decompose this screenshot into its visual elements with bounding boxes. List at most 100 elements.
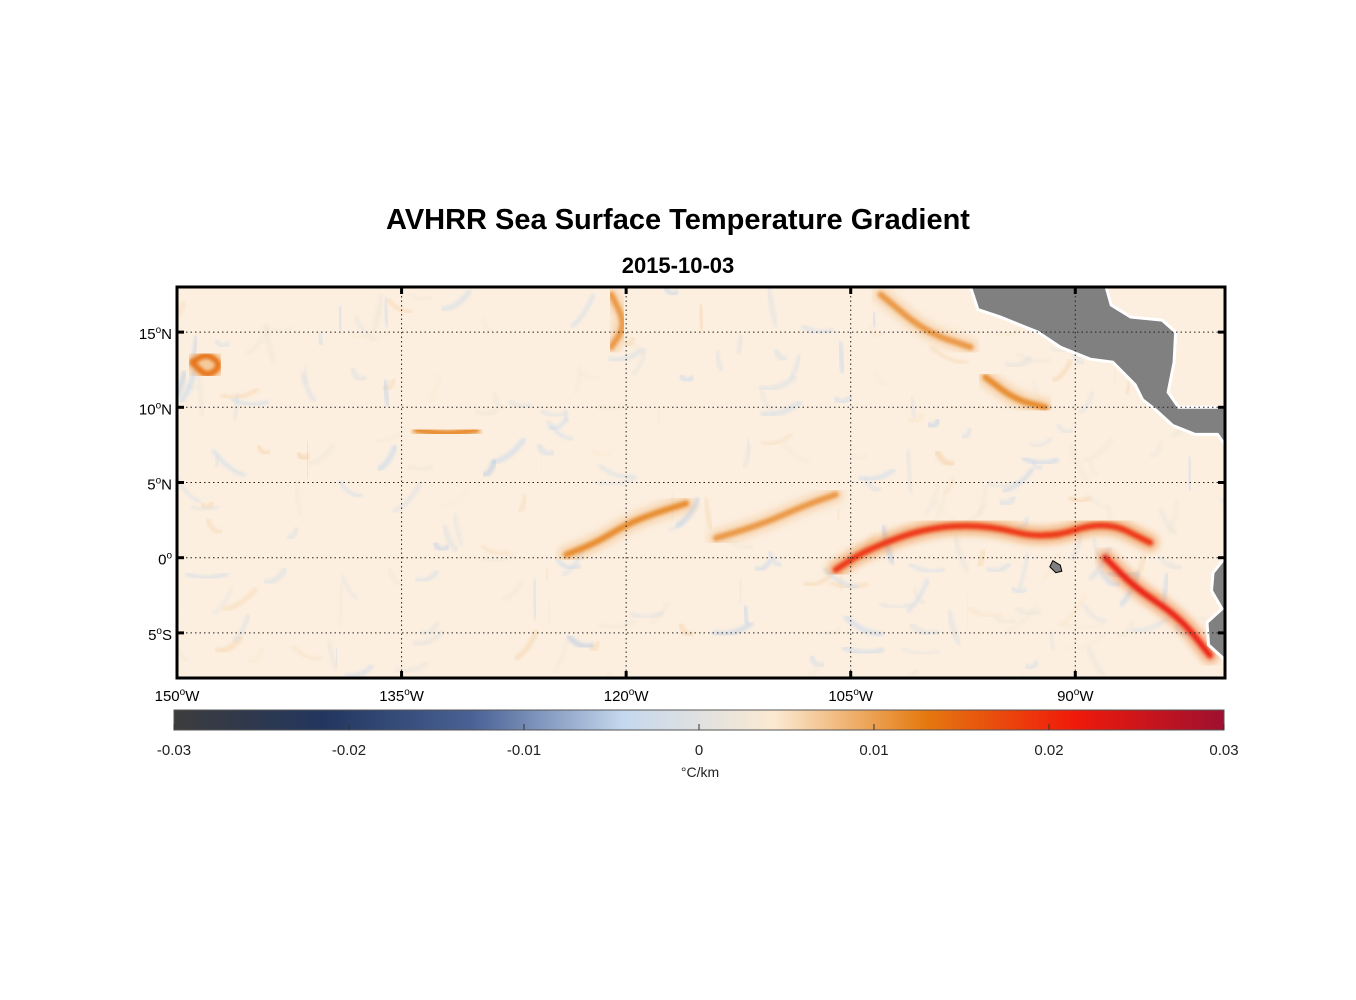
gradient-texture-stroke xyxy=(232,613,251,643)
gradient-texture-stroke xyxy=(960,426,973,440)
gradient-texture-stroke xyxy=(760,432,794,446)
gradient-texture-stroke xyxy=(336,582,346,626)
gradient-texture-stroke xyxy=(301,363,310,385)
gradient-texture-stroke xyxy=(1082,437,1114,463)
gradient-texture-stroke xyxy=(566,633,595,650)
galapagos-islands xyxy=(1049,559,1063,574)
gradient-texture-stroke xyxy=(1166,498,1181,536)
gradient-texture-stroke xyxy=(480,551,517,564)
colorbar-units-label: °C/km xyxy=(680,764,720,780)
gradient-texture-stroke xyxy=(588,640,601,652)
gradient-texture-stroke xyxy=(432,540,450,552)
gradient-front xyxy=(832,522,1154,573)
gradient-texture-stroke xyxy=(1087,458,1099,476)
gradient-texture-stroke xyxy=(1086,645,1107,677)
south-america-landmass xyxy=(1205,555,1225,662)
caribbean-sea xyxy=(1104,287,1225,409)
gradient-texture-stroke xyxy=(678,373,695,384)
gradient-texture-stroke xyxy=(1116,618,1136,639)
gradient-texture-stroke xyxy=(1067,633,1106,651)
gradient-texture-stroke xyxy=(1021,455,1060,466)
gradient-texture-stroke xyxy=(655,402,662,426)
gradient-texture-stroke xyxy=(211,586,234,615)
gradient-texture-stroke xyxy=(177,300,187,322)
gradient-texture-stroke xyxy=(1081,602,1108,624)
gradient-texture-stroke xyxy=(336,305,344,332)
gradient-texture-stroke xyxy=(1004,355,1033,370)
gradient-texture-stroke xyxy=(986,479,1021,489)
colorbar-tick-label: 0.02 xyxy=(1034,742,1063,759)
gradient-front xyxy=(563,500,690,558)
gradient-texture-stroke xyxy=(908,562,945,574)
gradient-front xyxy=(1102,554,1214,659)
gradient-texture-stroke xyxy=(205,517,224,535)
gradient-texture-stroke xyxy=(740,442,753,470)
gradient-texture-stroke xyxy=(760,399,803,418)
gradient-texture-stroke xyxy=(1067,443,1091,485)
gradient-texture-stroke xyxy=(535,442,556,458)
latitude-label: 0o xyxy=(158,551,172,569)
gradient-front xyxy=(608,291,626,351)
gradient-texture-stroke xyxy=(1048,630,1057,651)
gradient-texture-stroke xyxy=(262,322,277,365)
gradient-texture-stroke xyxy=(376,444,398,472)
gradient-front xyxy=(413,426,480,437)
gradient-texture-stroke xyxy=(697,303,705,331)
latitude-label: 5oN xyxy=(147,476,172,494)
gradient-texture-stroke xyxy=(1010,585,1028,595)
gradient-texture-stroke xyxy=(967,605,1003,619)
colorbar-tick-label: -0.01 xyxy=(507,742,541,759)
gradient-front xyxy=(982,374,1049,411)
gradient-texture-stroke xyxy=(841,644,885,656)
gradient-texture-stroke xyxy=(1051,359,1073,382)
gradient-texture-stroke xyxy=(517,492,528,513)
gradient-texture-stroke xyxy=(407,291,433,302)
gradient-texture-stroke xyxy=(190,503,220,513)
gradient-texture-stroke xyxy=(513,629,539,661)
gradient-texture-stroke xyxy=(419,620,441,636)
gradient-texture-stroke xyxy=(923,484,941,516)
gradient-texture-stroke xyxy=(481,458,498,478)
chart-subtitle: 2015-10-03 xyxy=(621,253,735,278)
gradient-texture-stroke xyxy=(734,333,745,356)
gradient-texture-stroke xyxy=(965,592,970,632)
gradient-texture-stroke xyxy=(245,646,266,665)
gradient-texture-stroke xyxy=(871,311,877,328)
gradient-texture-stroke xyxy=(349,366,368,383)
gradient-texture-stroke xyxy=(598,618,638,630)
gradient-texture-stroke xyxy=(348,330,392,340)
gradient-texture-stroke xyxy=(1185,456,1194,492)
gradient-texture-stroke xyxy=(295,450,312,462)
colorbar-tick-label: -0.03 xyxy=(157,742,191,759)
gradient-texture-stroke xyxy=(778,438,811,464)
gradient-texture-stroke xyxy=(848,451,869,462)
gradient-texture-stroke xyxy=(985,561,1012,573)
gradient-texture-stroke xyxy=(900,646,940,656)
gradient-texture-stroke xyxy=(714,349,725,372)
gradient-texture-stroke xyxy=(863,476,882,493)
colorbar-tick-label: 0.03 xyxy=(1209,742,1238,759)
gradient-texture-stroke xyxy=(480,544,510,556)
gradient-texture-stroke xyxy=(392,482,422,513)
gradient-texture-stroke xyxy=(221,586,259,612)
colorbar-tick-label: -0.02 xyxy=(332,742,366,759)
gradient-texture-stroke xyxy=(214,634,244,654)
gradient-texture-stroke xyxy=(338,480,363,498)
gradient-texture-stroke xyxy=(909,396,918,419)
gradient-texture-stroke xyxy=(1024,659,1040,671)
latitude-label: 5oS xyxy=(148,626,172,644)
gradient-texture-stroke xyxy=(438,490,469,509)
latitude-label: 15oN xyxy=(139,325,172,343)
gradient-texture-stroke xyxy=(546,420,574,441)
gradient-texture-stroke xyxy=(767,550,783,568)
gradient-texture-stroke xyxy=(933,498,956,521)
gradient-texture-stroke xyxy=(1016,351,1052,364)
gradient-texture-stroke xyxy=(926,417,941,430)
gradient-texture-stroke xyxy=(843,614,884,638)
gradient-texture-stroke xyxy=(531,578,538,620)
gradient-texture-stroke xyxy=(1078,391,1095,414)
gradient-texture-stroke xyxy=(1040,552,1061,582)
chart-title: AVHRR Sea Surface Temperature Gradient xyxy=(386,204,970,236)
gradient-texture-stroke xyxy=(263,567,288,585)
